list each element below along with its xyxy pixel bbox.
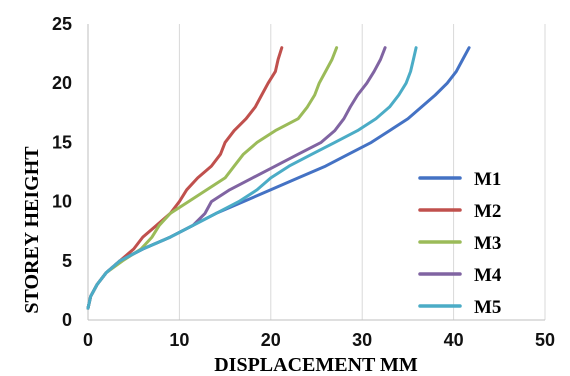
legend-label-m3: M3 bbox=[474, 233, 501, 254]
x-tick-label: 30 bbox=[352, 330, 372, 350]
series-line-m5 bbox=[86, 46, 418, 310]
y-tick-label: 0 bbox=[62, 310, 72, 330]
y-tick-label: 5 bbox=[62, 251, 72, 271]
series-line-m1 bbox=[86, 46, 471, 310]
tick-labels: 0 10 20 30 40 50 0 5 10 15 20 25 bbox=[52, 14, 555, 350]
axes bbox=[87, 24, 545, 321]
x-axis-title: DISPLACEMENT MM bbox=[214, 354, 418, 376]
y-tick-label: 25 bbox=[52, 14, 72, 34]
x-tick-label: 0 bbox=[83, 330, 93, 350]
x-tick-label: 40 bbox=[444, 330, 464, 350]
y-tick-label: 15 bbox=[52, 132, 72, 152]
x-tick-label: 20 bbox=[261, 330, 281, 350]
legend-label-m4: M4 bbox=[474, 265, 502, 286]
series-line-m4 bbox=[86, 46, 387, 310]
x-tick-label: 50 bbox=[535, 330, 555, 350]
x-tick-label: 10 bbox=[169, 330, 189, 350]
legend-label-m2: M2 bbox=[474, 201, 501, 222]
legend-label-m5: M5 bbox=[474, 297, 501, 318]
legend: M1 M2 M3 M4 M5 bbox=[418, 169, 502, 318]
series-lines bbox=[86, 46, 471, 310]
legend-label-m1: M1 bbox=[474, 169, 501, 190]
y-axis-title: STOREY HEIGHT bbox=[21, 146, 43, 314]
y-tick-label: 20 bbox=[52, 73, 72, 93]
y-tick-label: 10 bbox=[52, 192, 72, 212]
